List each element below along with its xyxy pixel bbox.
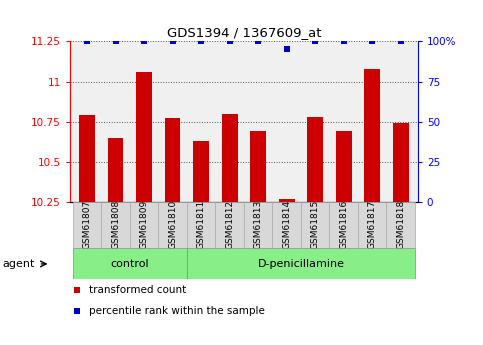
Bar xyxy=(215,202,244,248)
Text: transformed count: transformed count xyxy=(89,285,186,295)
Bar xyxy=(193,141,209,202)
Bar xyxy=(187,248,415,279)
Text: GSM61818: GSM61818 xyxy=(396,199,405,249)
Point xyxy=(226,39,233,44)
Bar xyxy=(307,117,323,202)
Bar xyxy=(165,118,181,202)
Text: GSM61813: GSM61813 xyxy=(254,199,263,249)
Bar xyxy=(386,202,415,248)
Text: percentile rank within the sample: percentile rank within the sample xyxy=(89,306,265,315)
Bar xyxy=(336,131,352,202)
Point xyxy=(169,39,176,44)
Text: GSM61807: GSM61807 xyxy=(83,199,92,249)
Bar xyxy=(222,114,238,202)
Text: agent: agent xyxy=(2,259,35,269)
Bar xyxy=(73,248,187,279)
Point xyxy=(112,39,119,44)
Point xyxy=(140,39,148,44)
Bar xyxy=(393,123,409,202)
Point xyxy=(397,39,405,44)
Text: control: control xyxy=(111,259,149,269)
Text: GSM61814: GSM61814 xyxy=(282,200,291,249)
Title: GDS1394 / 1367609_at: GDS1394 / 1367609_at xyxy=(167,26,321,39)
Text: GSM61816: GSM61816 xyxy=(339,199,348,249)
Bar xyxy=(250,131,266,202)
Text: D-penicillamine: D-penicillamine xyxy=(257,259,344,269)
Text: GSM61817: GSM61817 xyxy=(368,199,377,249)
Text: GSM61810: GSM61810 xyxy=(168,199,177,249)
Point xyxy=(369,39,376,44)
Point xyxy=(340,39,348,44)
Text: GSM61815: GSM61815 xyxy=(311,199,320,249)
Bar xyxy=(79,115,95,202)
Bar xyxy=(329,202,358,248)
Point xyxy=(73,287,81,293)
Text: GSM61812: GSM61812 xyxy=(225,200,234,249)
Bar xyxy=(358,202,386,248)
Bar xyxy=(136,72,152,202)
Text: GSM61808: GSM61808 xyxy=(111,199,120,249)
Point xyxy=(83,39,91,44)
Bar xyxy=(73,202,101,248)
Point xyxy=(255,39,262,44)
Bar xyxy=(108,138,124,202)
Point xyxy=(197,39,205,44)
Bar xyxy=(301,202,329,248)
Text: GSM61811: GSM61811 xyxy=(197,199,206,249)
Bar xyxy=(101,202,130,248)
Bar xyxy=(244,202,272,248)
Bar xyxy=(279,199,295,202)
Point xyxy=(312,39,319,44)
Bar xyxy=(272,202,301,248)
Point xyxy=(73,308,81,313)
Text: GSM61809: GSM61809 xyxy=(140,199,149,249)
Bar xyxy=(187,202,215,248)
Bar xyxy=(158,202,187,248)
Bar xyxy=(364,69,380,202)
Point xyxy=(283,47,291,52)
Bar xyxy=(130,202,158,248)
